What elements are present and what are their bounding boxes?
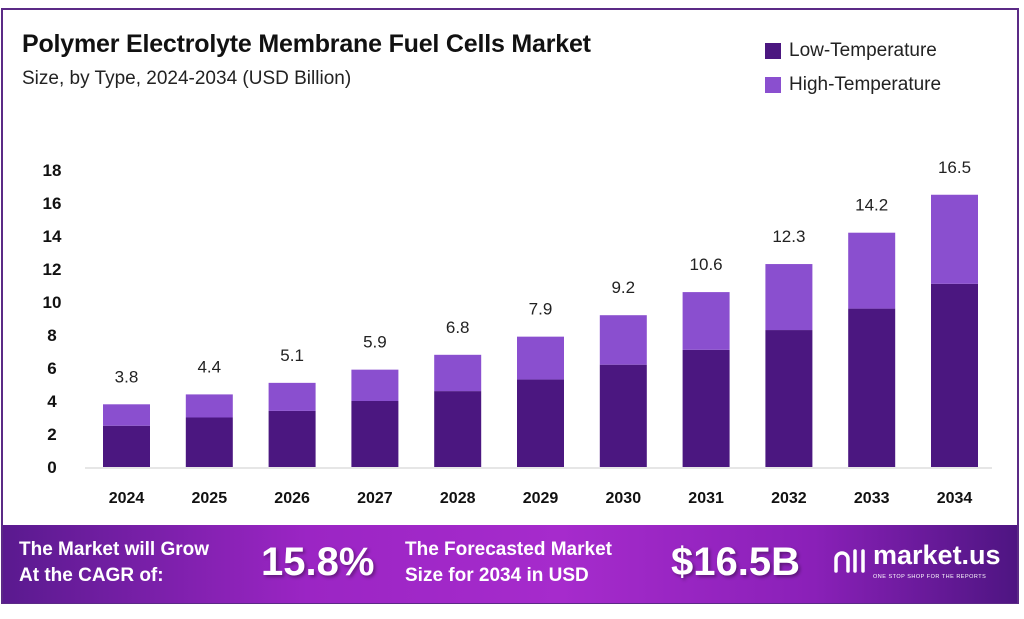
data-label: 4.4 [197, 357, 221, 376]
data-label: 6.8 [446, 318, 470, 337]
bar-low-temperature-2027 [351, 401, 399, 467]
y-tick-label: 16 [43, 194, 62, 213]
bar-high-temperature-2033 [848, 232, 896, 309]
x-tick-label: 2031 [688, 490, 724, 507]
footer-banner: The Market will Grow At the CAGR of: 15.… [3, 525, 1017, 603]
data-label: 16.5 [938, 158, 971, 177]
x-tick-label: 2027 [357, 490, 393, 507]
cagr-label-line1: The Market will Grow [19, 539, 210, 560]
x-tick-label: 2029 [523, 490, 559, 507]
x-tick-label: 2024 [109, 490, 145, 507]
bar-high-temperature-2032 [765, 264, 813, 331]
forecast-label-line2: Size for 2034 in USD [405, 565, 589, 586]
legend-swatch-low [765, 43, 781, 59]
bar-high-temperature-2034 [931, 194, 978, 284]
data-label: 5.9 [363, 333, 387, 352]
data-label: 5.1 [280, 346, 304, 365]
y-tick-label: 2 [47, 425, 56, 444]
bar-low-temperature-2034 [931, 283, 978, 467]
forecast-value: $16.5B [671, 540, 800, 584]
bar-low-temperature-2025 [185, 417, 233, 467]
cagr-label-line2: At the CAGR of: [19, 565, 164, 586]
brand-logo: market.us ONE STOP SHOP FOR THE REPORTS [833, 539, 1001, 581]
data-label: 7.9 [529, 300, 553, 319]
data-label: 3.8 [115, 367, 139, 386]
bar-low-temperature-2033 [848, 308, 896, 467]
brand-tagline: ONE STOP SHOP FOR THE REPORTS [873, 574, 987, 580]
legend-item-high-temperature: High-Temperature [765, 68, 941, 102]
bar-low-temperature-2030 [599, 364, 647, 467]
legend: Low-Temperature High-Temperature [765, 34, 941, 102]
chart-subtitle: Size, by Type, 2024-2034 (USD Billion) [22, 68, 352, 89]
y-tick-label: 14 [43, 227, 62, 246]
y-tick-label: 0 [47, 458, 56, 477]
logo-icon [834, 549, 865, 573]
bar-high-temperature-2026 [268, 382, 316, 411]
y-tick-label: 18 [43, 161, 62, 180]
legend-label: High-Temperature [789, 74, 942, 95]
bar-high-temperature-2024 [103, 404, 150, 426]
x-tick-label: 2033 [854, 490, 890, 507]
bar-high-temperature-2027 [351, 369, 399, 401]
data-label: 9.2 [611, 278, 635, 297]
bar-low-temperature-2028 [434, 391, 482, 467]
bar-low-temperature-2026 [268, 410, 316, 467]
data-label: 12.3 [772, 227, 805, 246]
bar-high-temperature-2030 [599, 315, 647, 365]
x-tick-label: 2032 [771, 490, 807, 507]
brand-words: market.us ONE STOP SHOP FOR THE REPORTS [873, 539, 1001, 581]
x-tick-label: 2025 [192, 490, 228, 507]
cagr-value: 15.8% [261, 540, 375, 584]
y-tick-label: 6 [47, 359, 56, 378]
x-tick-label: 2030 [606, 490, 642, 507]
cagr-label: The Market will Grow At the CAGR of: [19, 537, 209, 589]
chart-title: Polymer Electrolyte Membrane Fuel Cells … [22, 30, 591, 58]
y-tick-label: 4 [47, 392, 57, 411]
data-label: 14.2 [855, 196, 888, 215]
data-label: 10.6 [690, 255, 723, 274]
y-tick-label: 10 [43, 293, 62, 312]
bar-low-temperature-2032 [765, 330, 813, 467]
x-tick-label: 2026 [274, 490, 310, 507]
y-tick-label: 8 [47, 326, 56, 345]
bar-high-temperature-2029 [517, 336, 564, 380]
brand-name: market.us [873, 540, 1001, 570]
bar-low-temperature-2024 [103, 425, 150, 467]
chart-frame [1, 8, 1019, 604]
legend-item-low-temperature: Low-Temperature [765, 34, 941, 68]
bar-low-temperature-2031 [682, 349, 730, 467]
y-tick-label: 12 [43, 260, 62, 279]
bar-high-temperature-2028 [434, 354, 482, 392]
legend-swatch-high [765, 77, 781, 93]
bar-high-temperature-2025 [185, 394, 233, 418]
x-tick-label: 2034 [937, 490, 973, 507]
bar-high-temperature-2031 [682, 292, 730, 350]
bar-low-temperature-2029 [517, 379, 564, 467]
forecast-label: The Forecasted Market Size for 2034 in U… [405, 537, 612, 589]
legend-label: Low-Temperature [789, 40, 937, 61]
x-tick-label: 2028 [440, 490, 476, 507]
bar-chart: 0 2 4 6 8 10 12 14 16 18 3.8 2024 4.4 2025 5.1 2026 5.9 2… [43, 158, 992, 507]
forecast-label-line1: The Forecasted Market [405, 539, 612, 560]
